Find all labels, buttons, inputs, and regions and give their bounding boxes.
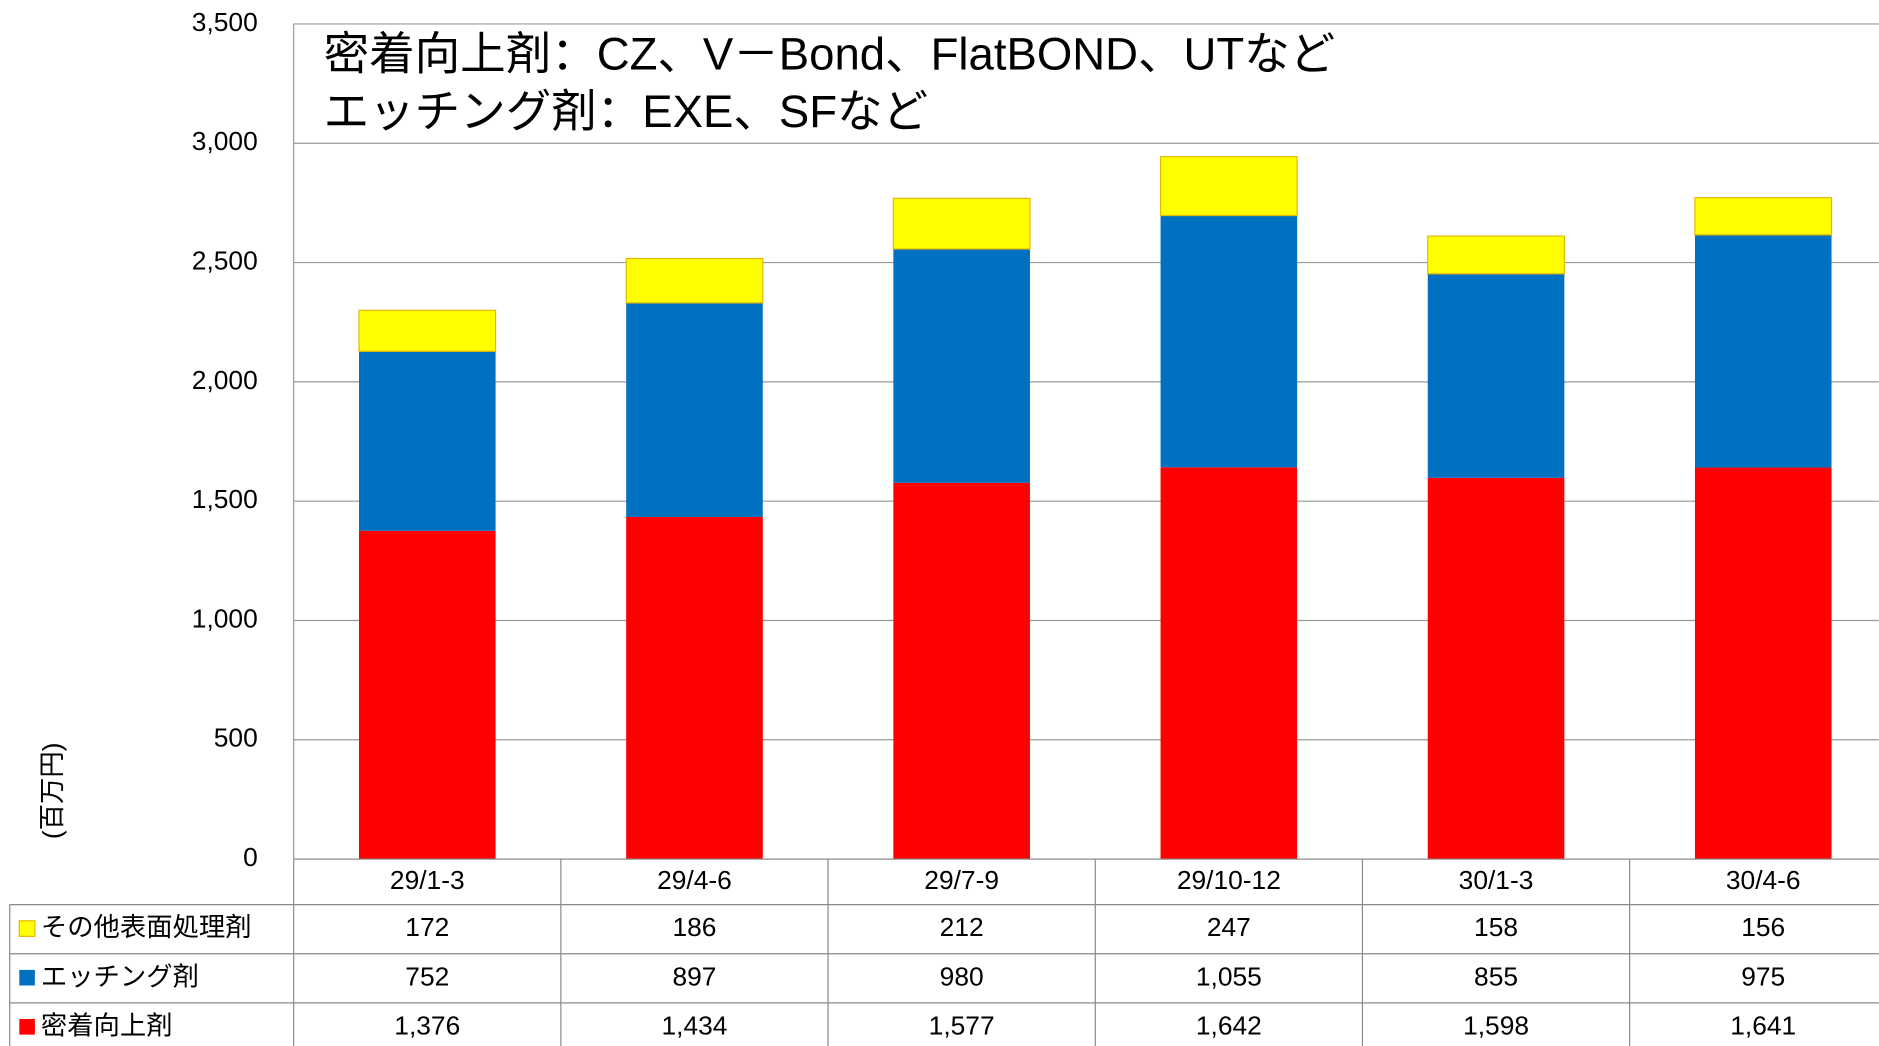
legend-swatch bbox=[19, 1019, 35, 1035]
bar-segment bbox=[1427, 477, 1565, 860]
data-label: 897 bbox=[672, 961, 716, 991]
y-tick-label: 0 bbox=[243, 842, 258, 872]
data-label: 247 bbox=[1207, 912, 1251, 942]
y-tick-label: 1,000 bbox=[192, 603, 258, 633]
legend-label: エッチング剤 bbox=[41, 961, 199, 991]
y-tick-label: 2,000 bbox=[192, 365, 258, 395]
bar-segment bbox=[626, 302, 763, 517]
data-label: 975 bbox=[1741, 961, 1785, 991]
data-label: 1,641 bbox=[1730, 1010, 1796, 1040]
annotation: エッチング剤：EXE、SFなど bbox=[324, 86, 928, 137]
y-axis-label: (百万円) bbox=[37, 743, 67, 840]
x-tick-label: 29/7-9 bbox=[924, 865, 999, 895]
data-label: 186 bbox=[672, 912, 716, 942]
data-label: 172 bbox=[405, 912, 449, 942]
data-label: 1,434 bbox=[662, 1010, 728, 1040]
data-label: 1,642 bbox=[1196, 1010, 1262, 1040]
data-label: 156 bbox=[1741, 912, 1785, 942]
bar-segment bbox=[358, 530, 496, 860]
y-tick-label: 1,500 bbox=[192, 484, 258, 514]
x-tick-label: 29/10-12 bbox=[1177, 865, 1281, 895]
legend-swatch bbox=[19, 969, 35, 986]
y-tick-label: 3,500 bbox=[192, 7, 258, 37]
data-label: 980 bbox=[940, 961, 984, 991]
annotation: 密着向上剤：CZ、V－Bond、FlatBOND、UTなど bbox=[324, 29, 1336, 80]
legend-swatch bbox=[18, 920, 36, 937]
bar-segment bbox=[1427, 235, 1565, 275]
bar-segment bbox=[1694, 234, 1832, 468]
bar-segment bbox=[1159, 156, 1298, 217]
bar-segment bbox=[893, 482, 1030, 860]
x-tick-label: 29/1-3 bbox=[390, 865, 465, 895]
data-label: 212 bbox=[940, 912, 984, 942]
bar-segment bbox=[892, 197, 1031, 250]
bar-segment bbox=[893, 248, 1030, 483]
x-tick-label: 29/4-6 bbox=[657, 865, 732, 895]
bar-segment bbox=[358, 351, 496, 531]
legend-label: その他表面処理剤 bbox=[41, 912, 252, 942]
x-tick-label: 30/4-6 bbox=[1726, 865, 1801, 895]
data-label: 1,598 bbox=[1463, 1010, 1529, 1040]
data-label: 158 bbox=[1474, 912, 1518, 942]
x-tick-label: 30/1-3 bbox=[1459, 865, 1534, 895]
y-tick-label: 2,500 bbox=[192, 246, 258, 276]
data-label: 1,376 bbox=[394, 1010, 460, 1040]
bar-segment bbox=[1160, 467, 1298, 860]
bar-segment bbox=[358, 309, 497, 352]
bar-segment bbox=[626, 516, 763, 860]
bar-segment bbox=[1694, 197, 1833, 236]
data-label: 1,055 bbox=[1196, 961, 1262, 991]
data-label: 1,577 bbox=[929, 1010, 995, 1040]
bar-segment bbox=[1694, 467, 1832, 860]
data-label: 752 bbox=[405, 961, 449, 991]
bar-segment bbox=[1160, 215, 1298, 468]
bar-segment bbox=[1427, 273, 1565, 478]
y-tick-label: 500 bbox=[214, 723, 258, 753]
legend-label: 密着向上剤 bbox=[41, 1010, 173, 1040]
bar-segment bbox=[625, 257, 764, 304]
y-tick-label: 3,000 bbox=[192, 126, 258, 156]
data-label: 855 bbox=[1474, 961, 1518, 991]
